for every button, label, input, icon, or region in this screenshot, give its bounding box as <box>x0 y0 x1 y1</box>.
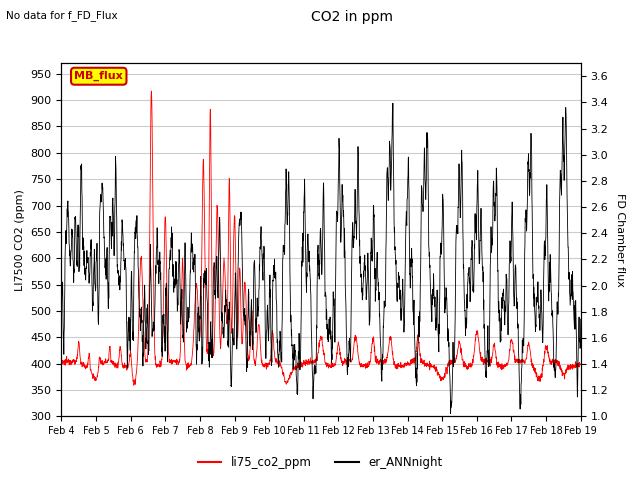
Legend: li75_co2_ppm, er_ANNnight: li75_co2_ppm, er_ANNnight <box>193 452 447 474</box>
li75_co2_ppm <box>203 348 211 354</box>
Text: CO2 in ppm: CO2 in ppm <box>311 10 393 24</box>
li75_co2_ppm <box>577 362 584 368</box>
er_ANNnight <box>58 320 65 326</box>
Line: li75_co2_ppm: li75_co2_ppm <box>61 91 580 385</box>
Text: MB_flux: MB_flux <box>74 71 123 82</box>
li75_co2_ppm <box>546 359 554 364</box>
er_ANNnight <box>202 278 210 284</box>
er_ANNnight <box>389 100 397 106</box>
er_ANNnight <box>546 276 554 281</box>
li75_co2_ppm <box>531 366 539 372</box>
Line: er_ANNnight: er_ANNnight <box>61 103 580 414</box>
er_ANNnight <box>472 212 480 218</box>
er_ANNnight <box>447 411 454 417</box>
er_ANNnight <box>531 323 539 329</box>
er_ANNnight <box>347 326 355 332</box>
Y-axis label: FD Chamber flux: FD Chamber flux <box>615 193 625 287</box>
li75_co2_ppm <box>148 88 156 94</box>
Text: No data for f_FD_Flux: No data for f_FD_Flux <box>6 10 118 21</box>
er_ANNnight <box>577 316 584 322</box>
er_ANNnight <box>336 178 344 184</box>
li75_co2_ppm <box>58 361 65 367</box>
Y-axis label: LI7500 CO2 (ppm): LI7500 CO2 (ppm) <box>15 189 25 291</box>
li75_co2_ppm <box>130 383 138 388</box>
li75_co2_ppm <box>472 332 480 338</box>
li75_co2_ppm <box>348 358 355 364</box>
li75_co2_ppm <box>337 350 344 356</box>
